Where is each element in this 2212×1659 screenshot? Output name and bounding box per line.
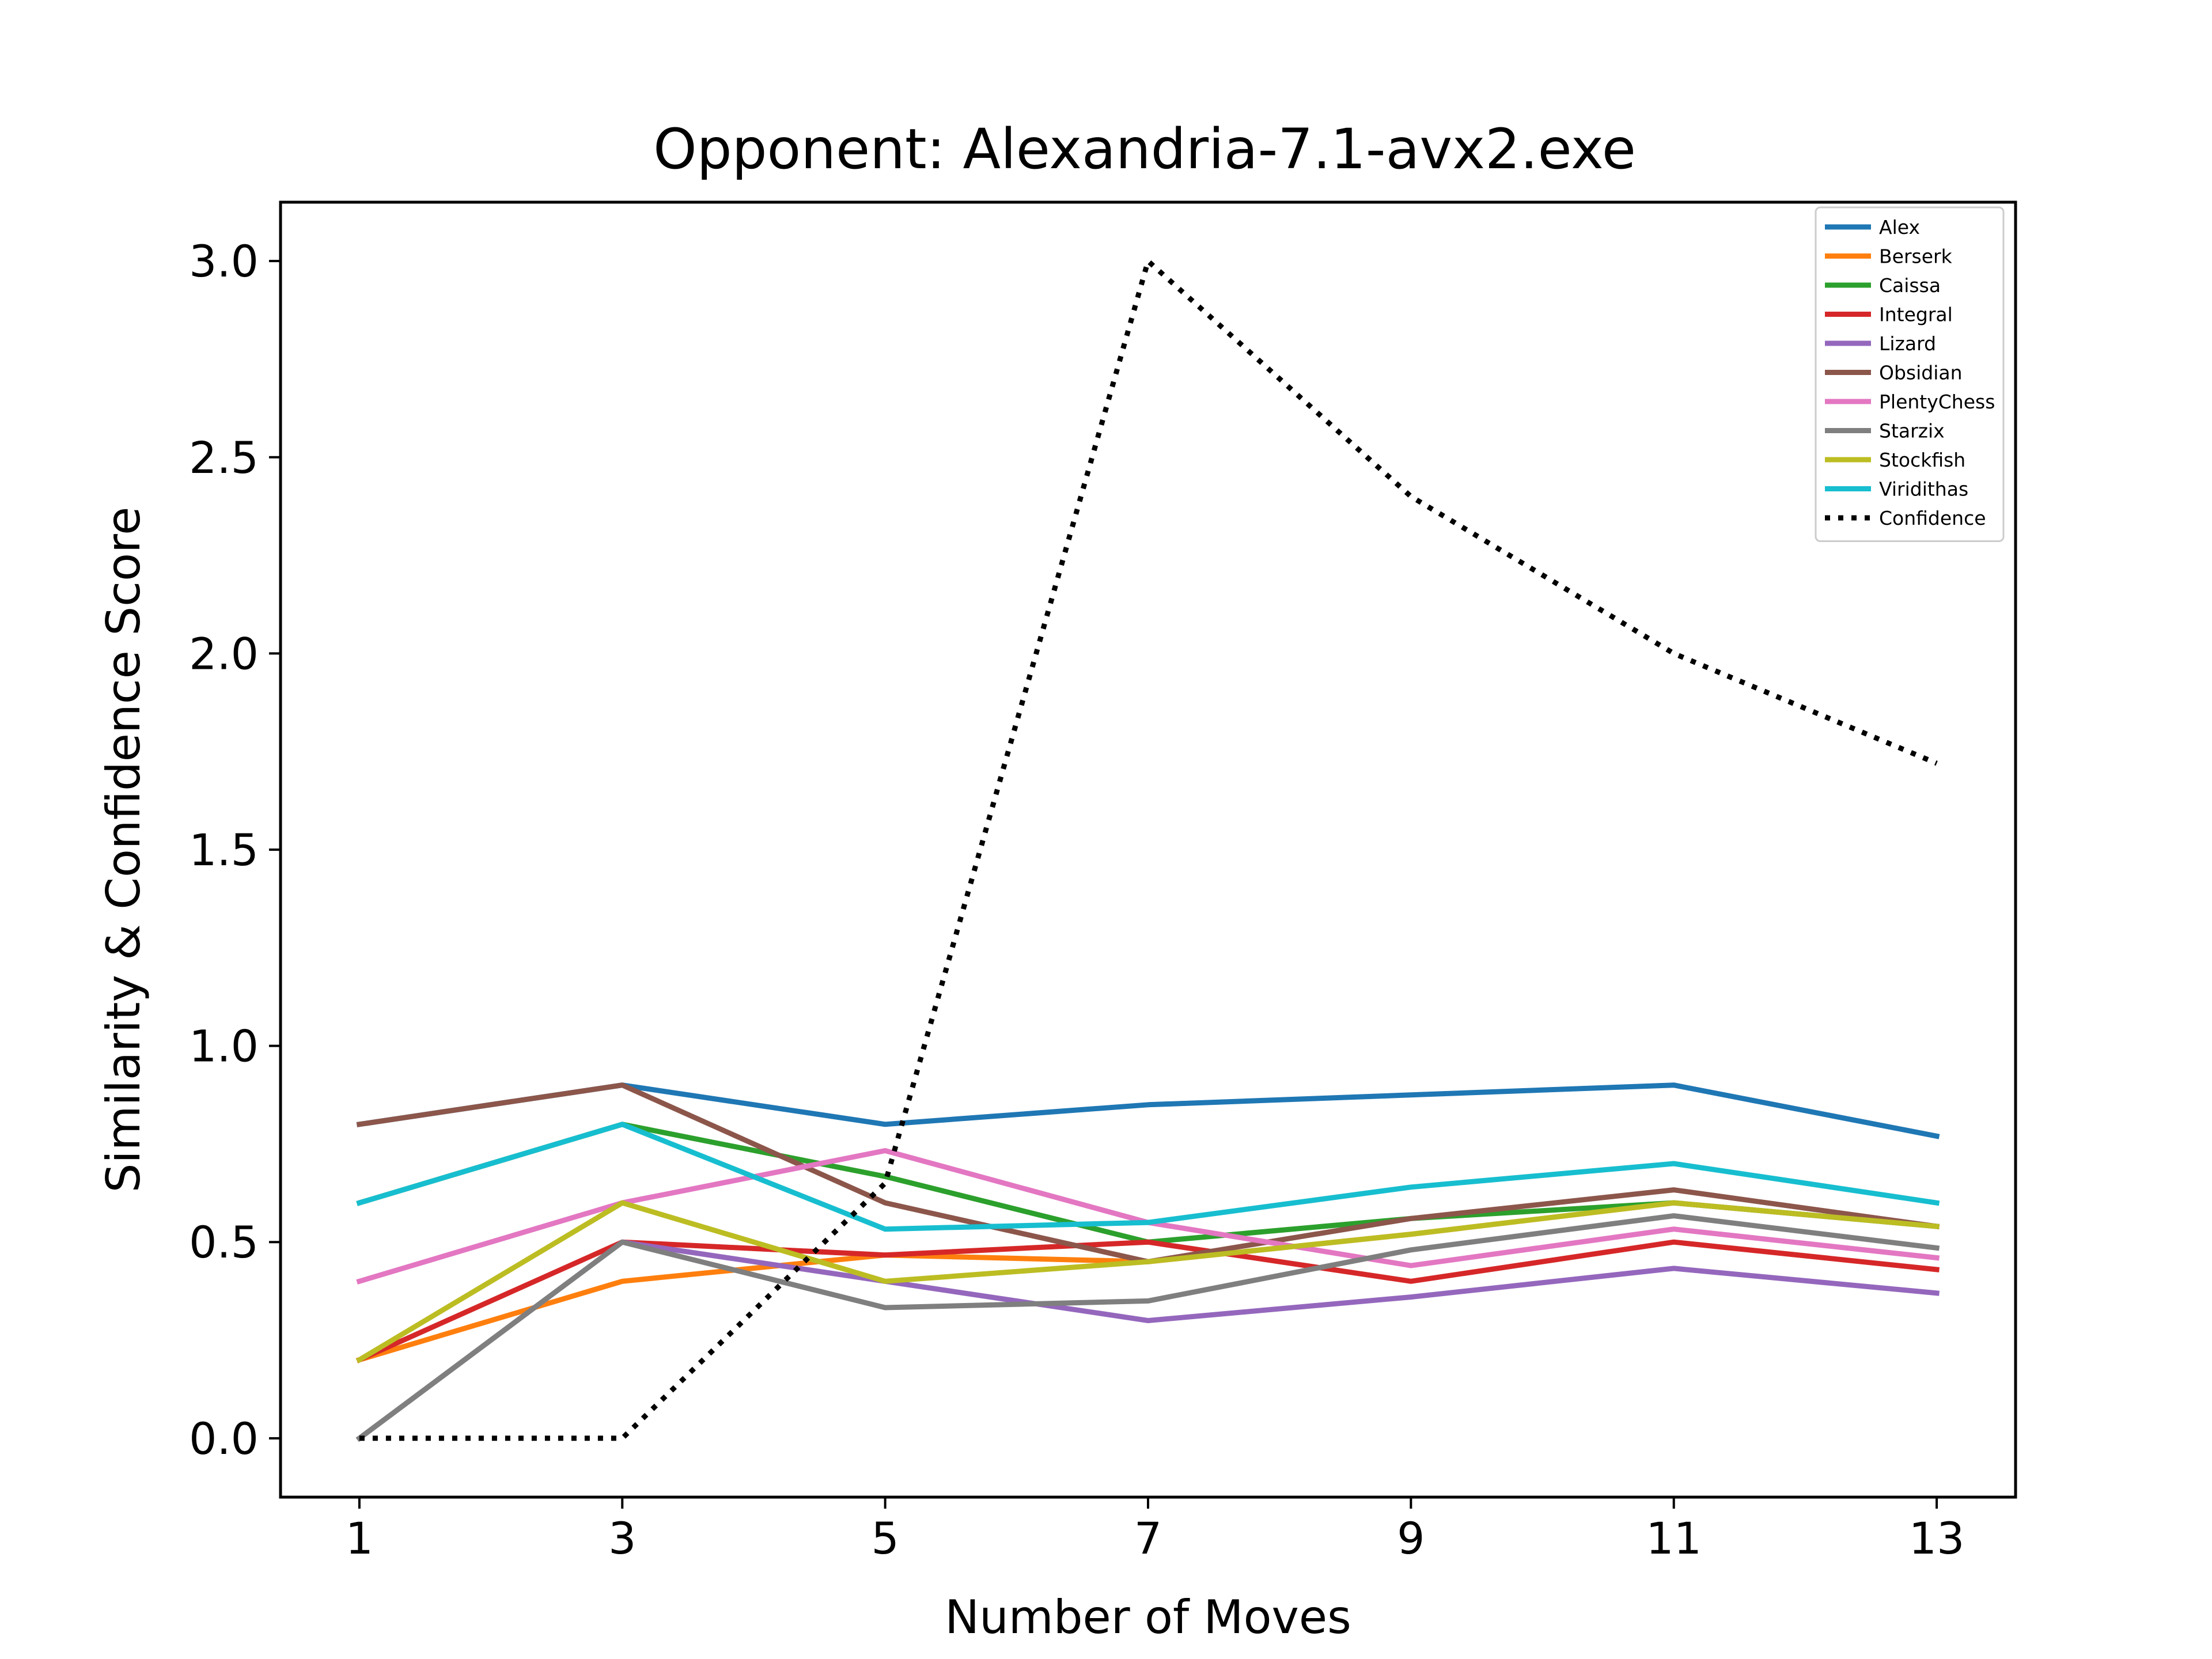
- x-tick-label: 5: [871, 1513, 899, 1564]
- x-tick-label: 1: [346, 1513, 373, 1564]
- legend-entry-label: Obsidian: [1879, 362, 1963, 384]
- x-tick-label: 11: [1646, 1513, 1702, 1564]
- series-line-starzix: [355, 1213, 1940, 1442]
- y-tick-label: 0.5: [189, 1217, 259, 1268]
- series-line-viridithas: [356, 1122, 1940, 1232]
- y-tick-label: 1.5: [189, 824, 259, 876]
- x-axis-label: Number of Moves: [945, 1590, 1351, 1644]
- x-axis: 1 3 5 7 9 11 13: [346, 1497, 1965, 1564]
- legend-entry-label: Confidence: [1879, 507, 1986, 529]
- y-tick-label: 0.0: [189, 1413, 259, 1464]
- y-tick-label: 2.0: [189, 628, 259, 679]
- chart-title: Opponent: Alexandria-7.1-avx2.exe: [653, 117, 1636, 181]
- legend-entry-label: Starzix: [1879, 420, 1945, 442]
- legend: Alex Berserk Caissa Integral Lizard Obsidian P…: [1815, 206, 2005, 542]
- y-axis-label: Similarity & Confidence Score: [97, 507, 150, 1193]
- y-tick-label: 3.0: [189, 236, 259, 287]
- legend-entry-label: Alex: [1879, 216, 1920, 238]
- series-line-stockfish: [355, 1200, 1940, 1363]
- y-tick-label: 1.0: [189, 1021, 259, 1072]
- y-tick-label: 2.5: [189, 432, 259, 483]
- x-tick-label: 9: [1397, 1513, 1425, 1564]
- x-tick-label: 3: [608, 1513, 636, 1564]
- legend-entry-label: Stockfish: [1879, 449, 1965, 471]
- legend-entry-label: Berserk: [1879, 245, 1953, 268]
- legend-entry-label: PlentyChess: [1879, 391, 1995, 413]
- legend-entry-label: Lizard: [1879, 332, 1936, 355]
- x-tick-label: 13: [1909, 1513, 1965, 1564]
- y-axis: 0.0 0.5 1.0 1.5 2.0 2.5 3.0: [189, 236, 281, 1464]
- plot-area: [355, 258, 1940, 1442]
- legend-entry-label: Caissa: [1879, 274, 1941, 297]
- legend-entry-label: Viridithas: [1879, 478, 1968, 501]
- x-tick-label: 7: [1134, 1513, 1162, 1564]
- legend-entry-label: Integral: [1879, 304, 1953, 326]
